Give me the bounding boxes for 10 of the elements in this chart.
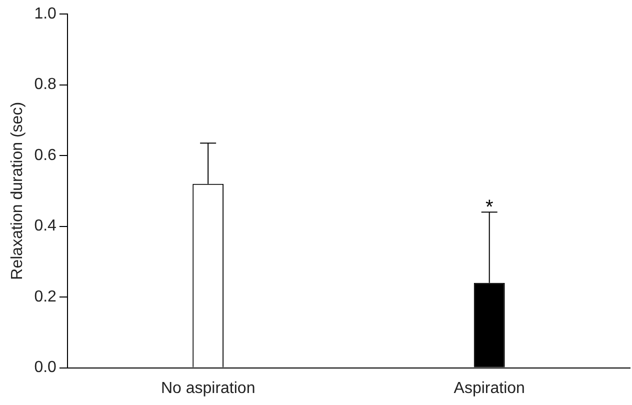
- y-tick-label: 1.0: [34, 5, 57, 22]
- y-tick-label: 0.4: [34, 218, 57, 235]
- x-tick-label: No aspiration: [160, 380, 256, 397]
- y-axis-title: Relaxation duration (sec): [9, 102, 26, 280]
- annotation: *: [485, 196, 494, 219]
- x-tick-label: Aspiration: [454, 380, 525, 397]
- y-tick-label: 0.2: [34, 288, 57, 306]
- y-tick-label: 0.0: [34, 359, 57, 376]
- y-tick-label: 0.6: [34, 146, 57, 164]
- y-tick-label: 0.8: [34, 76, 57, 94]
